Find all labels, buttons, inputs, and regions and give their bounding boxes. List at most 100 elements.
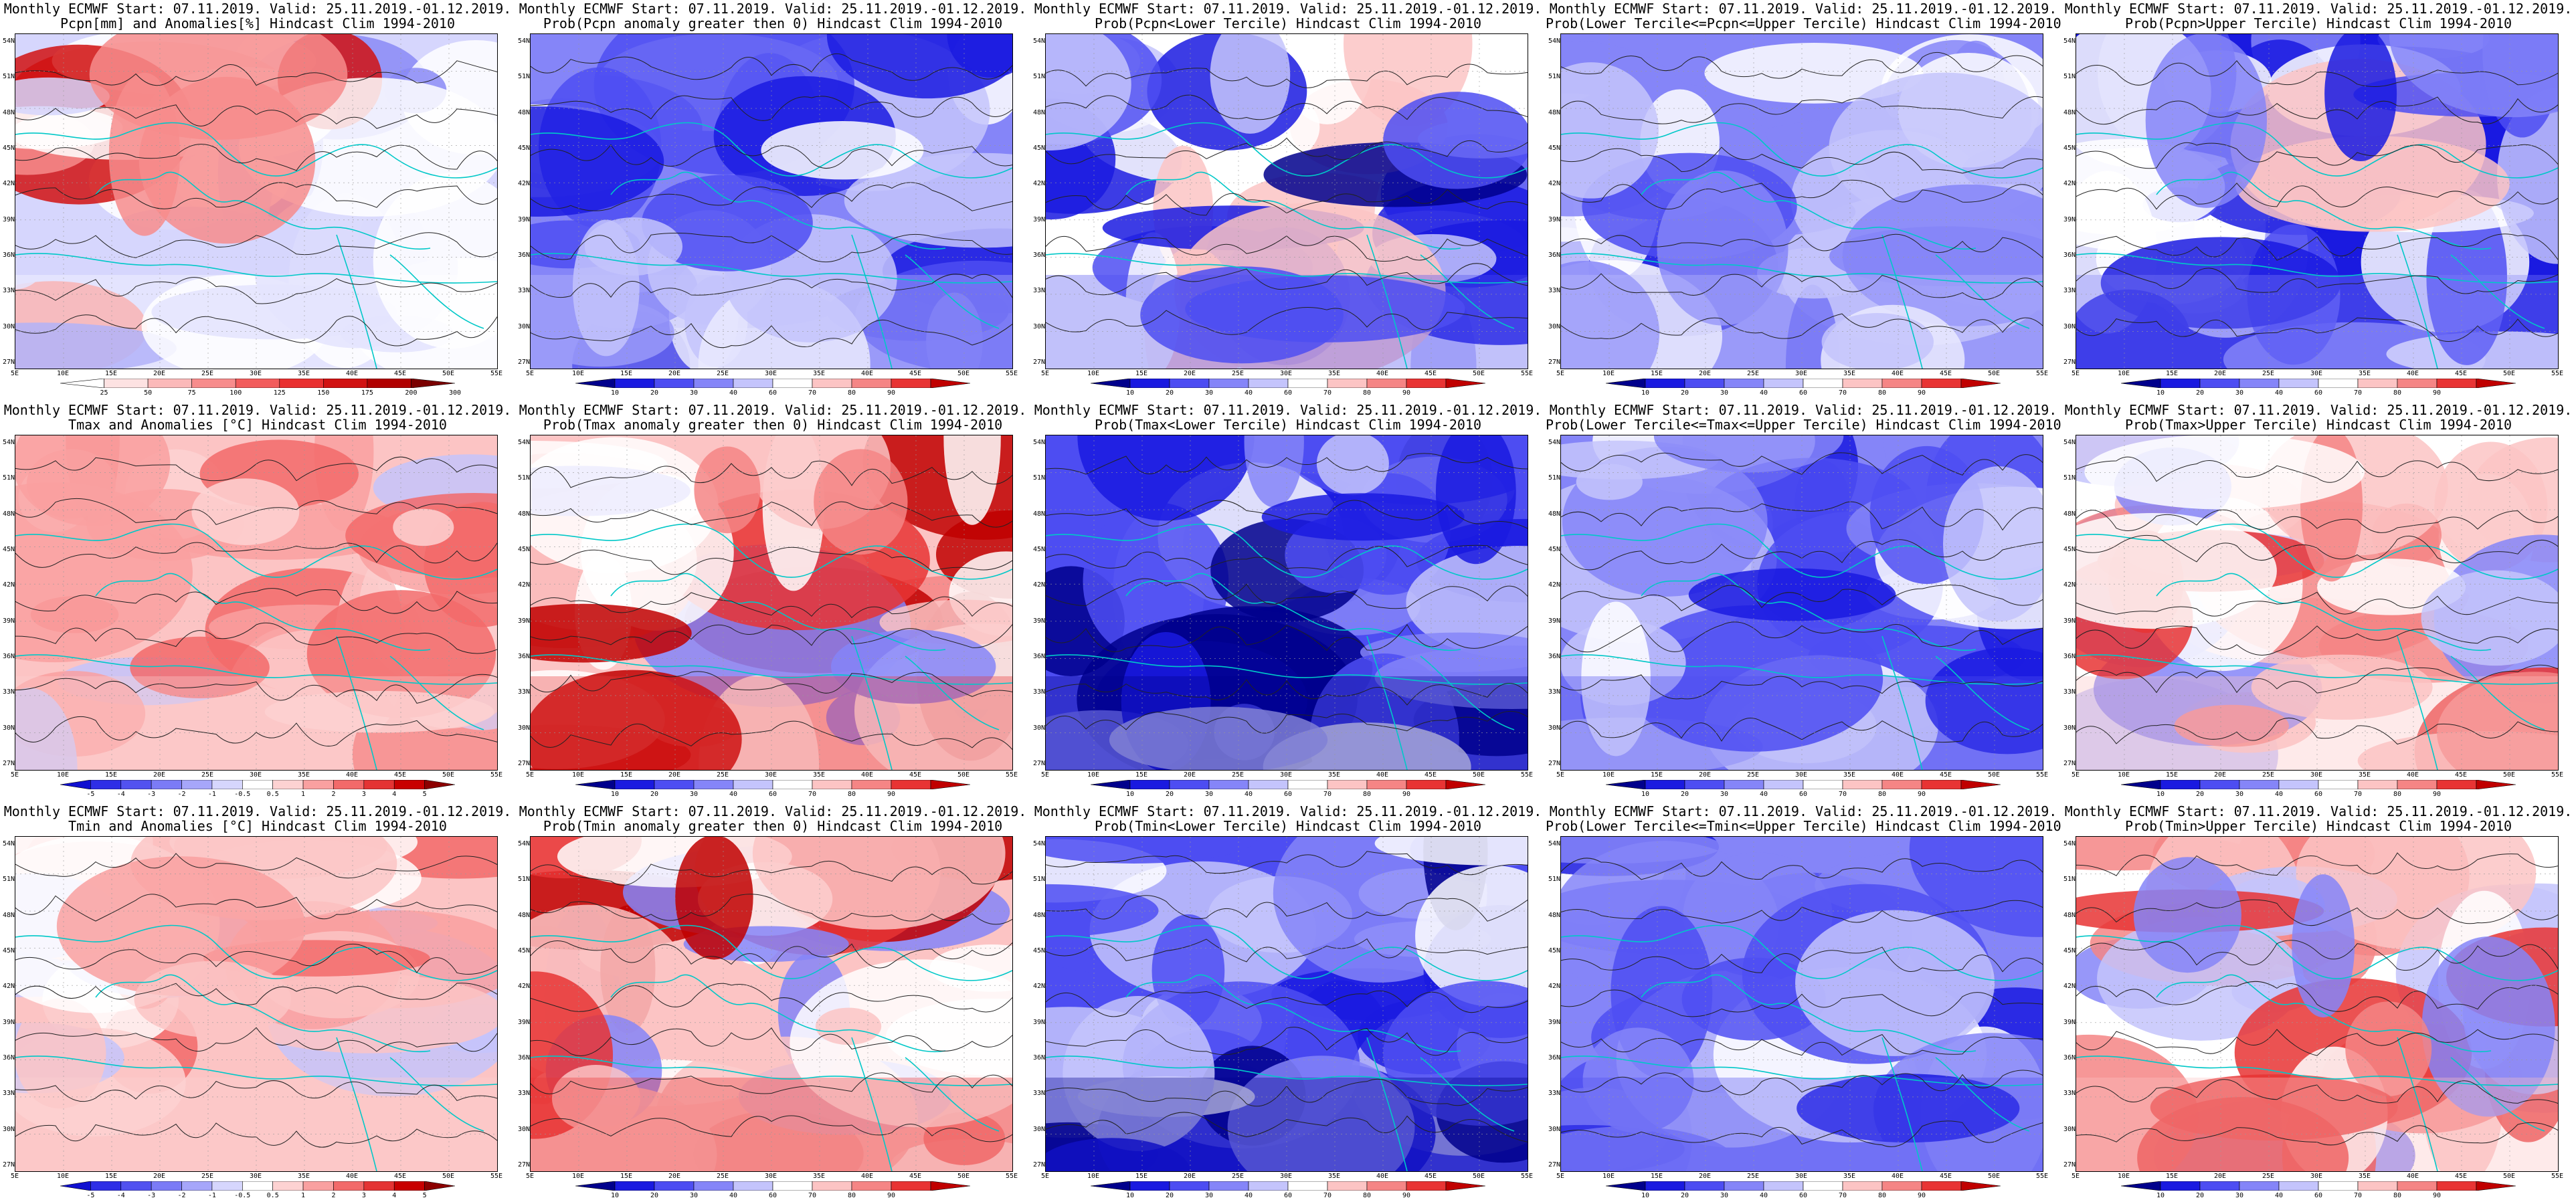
lon-tick-label: 15E [2165, 771, 2179, 779]
field-patch [1582, 1027, 1694, 1134]
colorbar-cell [1169, 780, 1210, 789]
colorbar-tick-label: 10 [1641, 389, 1650, 397]
contour-line [2076, 981, 2558, 1012]
map-area [1045, 836, 1528, 1172]
lat-tick-label: 33N [517, 287, 530, 295]
contour-line [531, 144, 1012, 169]
lon-tick-label: 10E [1602, 771, 1615, 779]
colorbar-tick-label: 40 [2274, 791, 2284, 798]
colorbar-cell [1406, 780, 1447, 789]
lon-tick-label: 55E [2551, 1173, 2564, 1180]
lat-tick-label: 48N [1032, 108, 1045, 116]
lat-tick-label: 51N [1032, 474, 1045, 482]
colorbar-cell [393, 1181, 425, 1191]
colorbar-tick-label: 60 [1283, 791, 1293, 798]
colorbar-cell [930, 780, 970, 789]
field-patch [2084, 435, 2365, 510]
lat-tick-label: 39N [2, 617, 15, 625]
field-patch [752, 837, 1006, 930]
coastline [2076, 122, 2558, 179]
lon-tick-label: 35E [2358, 1173, 2371, 1180]
map-field [531, 34, 1012, 369]
lon-tick-label: 45E [909, 771, 922, 779]
coastline [389, 656, 484, 730]
lon-tick-label: 25E [2262, 370, 2275, 377]
lat-tick-label: 27N [1548, 760, 1560, 767]
map-field [15, 837, 497, 1171]
field-patch [1688, 568, 1896, 621]
contour-line [15, 314, 497, 346]
colorbar-graphic [60, 1181, 455, 1191]
lat-tick-label: 42N [2, 983, 15, 991]
lat-tick-label: 54N [2063, 439, 2076, 446]
colorbar-tick-label: 80 [2393, 1192, 2402, 1199]
colorbar-tick-label: 100 [229, 389, 242, 397]
lon-tick-label: 40E [1376, 1173, 1389, 1180]
coastline [2076, 253, 2558, 284]
colorbar-cell [654, 379, 695, 388]
lon-tick-label: 30E [1795, 771, 1808, 779]
lon-tick-label: 50E [2502, 1173, 2516, 1180]
map-area [1560, 33, 2043, 369]
coastline [851, 234, 893, 369]
colorbar-cell [2239, 780, 2280, 789]
lat-tick-label: 39N [1032, 215, 1045, 223]
colorbar-cell [1763, 1181, 1804, 1191]
coastline [531, 924, 1012, 981]
lat-tick-label: 33N [2, 1090, 15, 1098]
colorbar-tick-label: 80 [847, 389, 856, 397]
colorbar-graphic [2121, 780, 2516, 789]
contour-line [531, 53, 1012, 81]
lat-tick-label: 42N [517, 180, 530, 188]
lon-tick-label: 15E [620, 771, 633, 779]
lat-tick-label: 51N [517, 876, 530, 884]
lon-tick-label: 55E [1520, 1173, 1534, 1180]
colorbar-cell [693, 379, 734, 388]
colorbar [60, 1181, 455, 1191]
lon-tick-label: 50E [1987, 370, 2001, 377]
colorbar-tick-label: 80 [2393, 791, 2402, 798]
lon-tick-label: 35E [297, 370, 310, 377]
lon-tick-label: 15E [104, 771, 118, 779]
lat-tick-label: 33N [2, 287, 15, 295]
lon-tick-label: 15E [2165, 370, 2179, 377]
colorbar-tick-label: 70 [1838, 389, 1847, 397]
colorbar-tick-label: 90 [1917, 389, 1926, 397]
colorbar-cell [2476, 379, 2516, 388]
colorbar-tick-label: -1 [207, 1192, 216, 1199]
lon-tick-label: 35E [812, 771, 826, 779]
lon-tick-label: 35E [1843, 1173, 1856, 1180]
contour-line [1561, 1070, 2043, 1096]
coastline [610, 573, 946, 651]
contour-line [2076, 60, 2558, 87]
field-band [1046, 1078, 1528, 1171]
colorbar-cell [2357, 780, 2398, 789]
colorbar-cell [1881, 379, 1922, 388]
colorbar-tick-label: 70 [808, 791, 817, 798]
map-field [15, 435, 497, 770]
field-patch [15, 688, 78, 770]
lat-tick-label: 45N [2, 144, 15, 152]
contour-line [15, 853, 497, 879]
contour-line [2076, 899, 2558, 926]
field-patch [1653, 435, 1844, 473]
lon-tick-label: 5E [10, 1173, 19, 1180]
colorbar-graphic [575, 780, 970, 789]
lon-tick-label: 15E [2165, 1173, 2179, 1180]
panel-title-line2: Pcpn[mm] and Anomalies[%] Hindcast Clim … [60, 15, 455, 31]
colorbar-tick-label: 60 [1799, 389, 1808, 397]
colorbar-cell [812, 780, 852, 789]
colorbar-cell [1763, 379, 1804, 388]
colorbar-tick-label: 4 [392, 791, 397, 798]
field-patch [1561, 837, 1723, 864]
colorbar-cell [575, 780, 616, 789]
colorbar-tick-label: 200 [405, 389, 418, 397]
panel-title: Monthly ECMWF Start: 07.11.2019. Valid: … [515, 804, 1030, 833]
lat-tick-label: 36N [2063, 653, 2076, 660]
coastline [2450, 254, 2545, 329]
field-band [1561, 676, 2043, 770]
colorbar-tick-label: 80 [1362, 1192, 1372, 1199]
colorbar-graphic [1606, 379, 2001, 388]
panel-title: Monthly ECMWF Start: 07.11.2019. Valid: … [1030, 403, 1546, 432]
lat-tick-label: 48N [1548, 510, 1560, 518]
